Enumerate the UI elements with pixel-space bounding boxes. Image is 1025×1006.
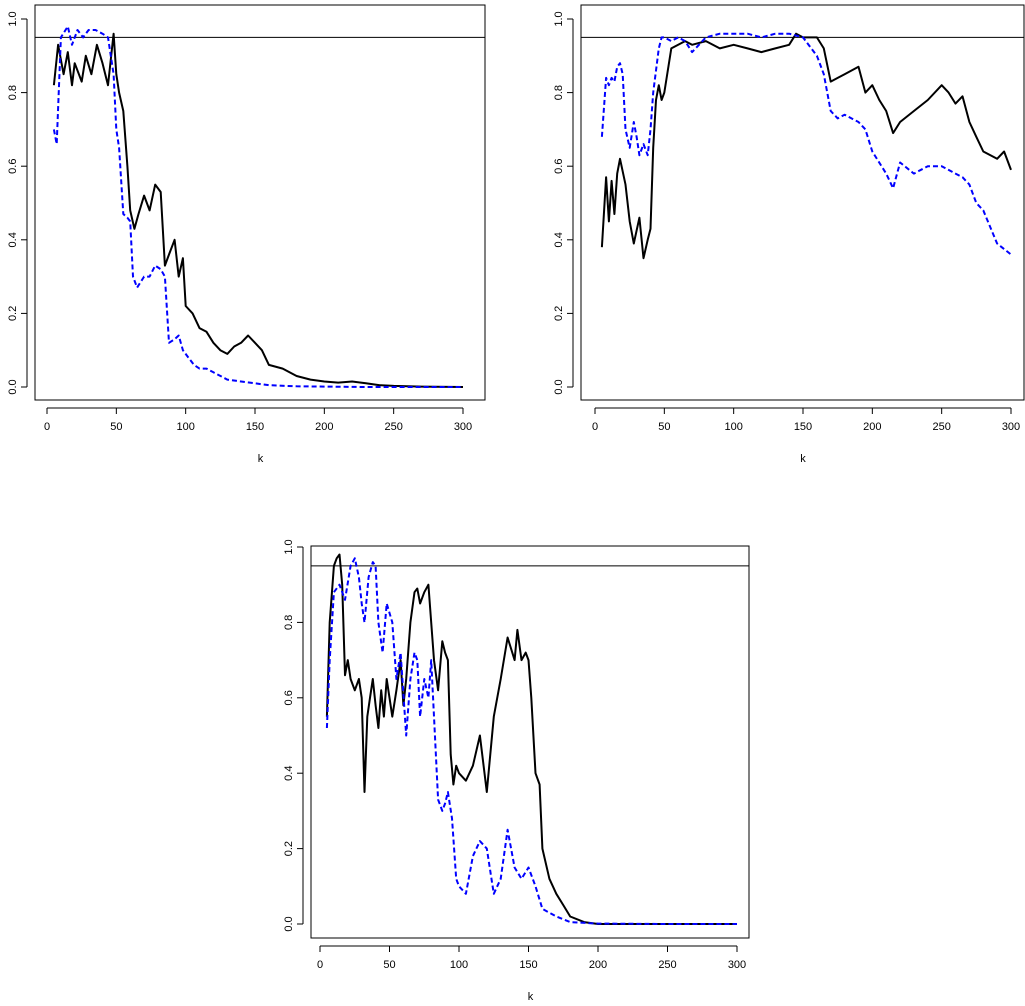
y-tick-label: 0.8 bbox=[7, 85, 19, 100]
y-tick-label: 0.8 bbox=[553, 85, 565, 100]
x-tick-label: 250 bbox=[384, 421, 402, 433]
y-tick-label: 0.6 bbox=[283, 690, 295, 705]
x-tick-label: 200 bbox=[315, 421, 333, 433]
chart-panel-2: 0 50 100 150 200 250 300 0.0 0.2 0.4 0.6 0.8 1.0 k bbox=[553, 4, 1025, 465]
x-axis-label: k bbox=[258, 453, 264, 465]
x-tick-label: 50 bbox=[383, 959, 395, 971]
y-tick-label: 0.4 bbox=[283, 766, 295, 781]
x-tick-label: 200 bbox=[863, 421, 881, 433]
y-tick-label: 0.0 bbox=[283, 916, 295, 931]
y-tick-label: 1.0 bbox=[553, 11, 565, 26]
dashed-series-line bbox=[52, 25, 463, 388]
y-tick-label: 0.8 bbox=[283, 615, 295, 630]
x-tick-label: 150 bbox=[246, 421, 264, 433]
y-tick-label: 0.2 bbox=[553, 306, 565, 321]
y-tick-label: 1.0 bbox=[283, 539, 295, 554]
y-tick-label: 0.0 bbox=[7, 379, 19, 394]
plot-frame bbox=[310, 545, 750, 939]
x-tick-label: 0 bbox=[44, 421, 50, 433]
y-tick-label: 0.6 bbox=[553, 159, 565, 174]
y-tick-label: 0.0 bbox=[553, 379, 565, 394]
x-tick-label: 300 bbox=[1002, 421, 1020, 433]
solid-series-line bbox=[600, 32, 1012, 260]
chart-panel-3: 0 50 100 150 200 250 300 0.0 0.2 0.4 0.6 0.8 1.0 k bbox=[283, 539, 750, 1003]
x-tick-label: 250 bbox=[658, 959, 676, 971]
x-tick-label: 50 bbox=[658, 421, 670, 433]
chart-panel-1: 0 50 100 150 200 250 300 0.0 0.2 0.4 0.6 0.8 1.0 k bbox=[7, 4, 486, 465]
x-tick-label: 50 bbox=[110, 421, 122, 433]
x-tick-label: 0 bbox=[317, 959, 323, 971]
x-tick-label: 0 bbox=[592, 421, 598, 433]
x-tick-label: 100 bbox=[176, 421, 194, 433]
x-tick-label: 100 bbox=[450, 959, 468, 971]
plot-frame bbox=[580, 4, 1025, 401]
y-tick-label: 0.4 bbox=[553, 232, 565, 247]
dashed-series-line bbox=[600, 32, 1012, 256]
y-tick-label: 0.6 bbox=[7, 159, 19, 174]
dashed-series-line bbox=[325, 557, 737, 925]
x-axis-label: k bbox=[800, 453, 806, 465]
solid-series-line bbox=[325, 553, 737, 925]
plot-frame bbox=[34, 4, 486, 401]
x-tick-label: 300 bbox=[454, 421, 472, 433]
y-tick-label: 0.2 bbox=[7, 306, 19, 321]
x-tick-label: 150 bbox=[519, 959, 537, 971]
solid-series-line bbox=[52, 32, 464, 388]
y-tick-label: 0.2 bbox=[283, 841, 295, 856]
x-tick-label: 300 bbox=[728, 959, 746, 971]
x-tick-label: 100 bbox=[724, 421, 742, 433]
y-tick-label: 0.4 bbox=[7, 232, 19, 247]
x-axis-label: k bbox=[528, 991, 534, 1003]
x-tick-label: 150 bbox=[794, 421, 812, 433]
y-tick-label: 1.0 bbox=[7, 11, 19, 26]
x-tick-label: 250 bbox=[932, 421, 950, 433]
x-tick-label: 200 bbox=[589, 959, 607, 971]
